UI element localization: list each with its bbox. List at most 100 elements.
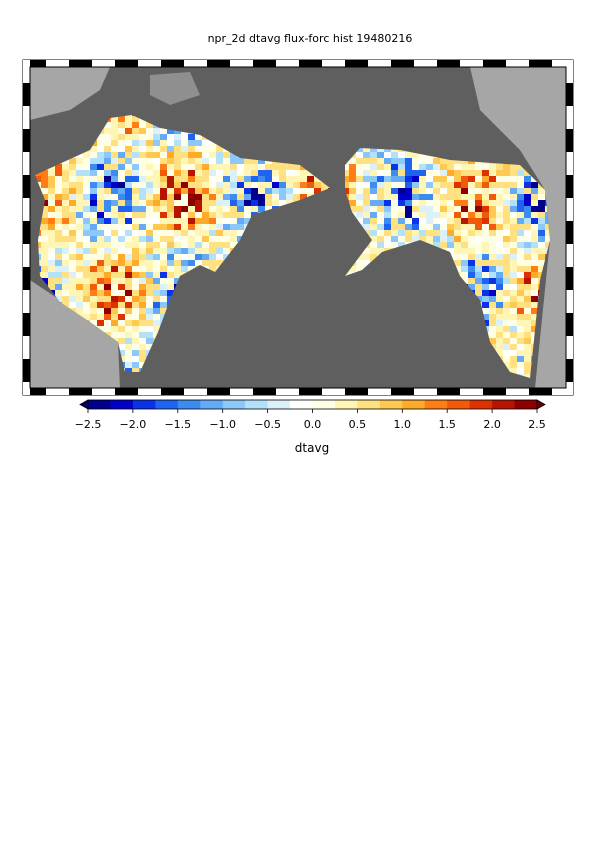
field-cell bbox=[496, 266, 503, 272]
field-cell bbox=[244, 200, 251, 206]
field-cell bbox=[517, 362, 524, 368]
field-cell bbox=[461, 236, 468, 242]
field-cell bbox=[167, 248, 174, 254]
field-cell bbox=[538, 224, 545, 230]
field-cell bbox=[517, 278, 524, 284]
field-cell bbox=[510, 278, 517, 284]
field-cell bbox=[153, 260, 160, 266]
border-segment bbox=[437, 60, 460, 67]
field-cell bbox=[132, 290, 139, 296]
field-cell bbox=[153, 164, 160, 170]
field-cell bbox=[489, 170, 496, 176]
field-cell bbox=[139, 194, 146, 200]
field-cell bbox=[517, 194, 524, 200]
field-cell bbox=[90, 194, 97, 200]
field-cell bbox=[538, 194, 545, 200]
field-cell bbox=[384, 206, 391, 212]
field-cell bbox=[153, 296, 160, 302]
field-cell bbox=[482, 188, 489, 194]
field-cell bbox=[167, 290, 174, 296]
field-cell bbox=[139, 272, 146, 278]
field-cell bbox=[69, 194, 76, 200]
field-cell bbox=[496, 320, 503, 326]
field-cell bbox=[503, 278, 510, 284]
field-cell bbox=[363, 260, 370, 266]
land bbox=[30, 67, 110, 120]
field-cell bbox=[223, 236, 230, 242]
field-cell bbox=[377, 224, 384, 230]
field-cell bbox=[258, 206, 265, 212]
field-cell bbox=[531, 302, 538, 308]
field-cell bbox=[307, 176, 314, 182]
field-cell bbox=[132, 284, 139, 290]
field-cell bbox=[160, 134, 167, 140]
field-cell bbox=[139, 188, 146, 194]
field-cell bbox=[55, 206, 62, 212]
field-cell bbox=[405, 218, 412, 224]
field-cell bbox=[118, 212, 125, 218]
field-cell bbox=[433, 158, 440, 164]
field-cell bbox=[55, 278, 62, 284]
field-cell bbox=[468, 230, 475, 236]
field-cell bbox=[223, 212, 230, 218]
field-cell bbox=[447, 188, 454, 194]
field-cell bbox=[181, 146, 188, 152]
field-cell bbox=[496, 230, 503, 236]
field-cell bbox=[195, 212, 202, 218]
field-cell bbox=[531, 248, 538, 254]
border-segment bbox=[552, 388, 573, 395]
field-cell bbox=[419, 152, 426, 158]
field-cell bbox=[41, 182, 48, 188]
field-cell bbox=[531, 266, 538, 272]
field-cell bbox=[398, 170, 405, 176]
field-cell bbox=[48, 242, 55, 248]
field-cell bbox=[503, 362, 510, 368]
field-cell bbox=[111, 146, 118, 152]
field-cell bbox=[244, 206, 251, 212]
field-cell bbox=[125, 350, 132, 356]
field-cell bbox=[132, 320, 139, 326]
field-cell bbox=[223, 182, 230, 188]
field-cell bbox=[468, 194, 475, 200]
border-segment bbox=[299, 388, 322, 395]
field-cell bbox=[69, 302, 76, 308]
field-cell bbox=[517, 248, 524, 254]
field-cell bbox=[188, 188, 195, 194]
field-cell bbox=[83, 302, 90, 308]
field-cell bbox=[181, 134, 188, 140]
colorbar-segment bbox=[222, 400, 246, 409]
field-cell bbox=[104, 308, 111, 314]
field-cell bbox=[160, 158, 167, 164]
field-cell bbox=[132, 116, 139, 122]
field-cell bbox=[461, 230, 468, 236]
field-cell bbox=[230, 182, 237, 188]
field-cell bbox=[83, 260, 90, 266]
field-cell bbox=[496, 254, 503, 260]
field-cell bbox=[195, 134, 202, 140]
field-cell bbox=[167, 128, 174, 134]
field-cell bbox=[496, 338, 503, 344]
field-cell bbox=[447, 194, 454, 200]
field-cell bbox=[90, 278, 97, 284]
field-cell bbox=[363, 188, 370, 194]
field-cell bbox=[230, 212, 237, 218]
field-cell bbox=[160, 140, 167, 146]
field-cell bbox=[209, 260, 216, 266]
field-cell bbox=[440, 170, 447, 176]
field-cell bbox=[195, 188, 202, 194]
field-cell bbox=[503, 320, 510, 326]
field-cell bbox=[517, 188, 524, 194]
field-cell bbox=[209, 164, 216, 170]
field-cell bbox=[209, 200, 216, 206]
field-cell bbox=[489, 290, 496, 296]
field-cell bbox=[447, 206, 454, 212]
field-cell bbox=[181, 158, 188, 164]
field-cell bbox=[237, 206, 244, 212]
field-cell bbox=[489, 326, 496, 332]
border-segment bbox=[483, 60, 506, 67]
field-cell bbox=[111, 194, 118, 200]
field-cell bbox=[391, 224, 398, 230]
field-cell bbox=[181, 248, 188, 254]
field-cell bbox=[97, 170, 104, 176]
field-cell bbox=[517, 218, 524, 224]
